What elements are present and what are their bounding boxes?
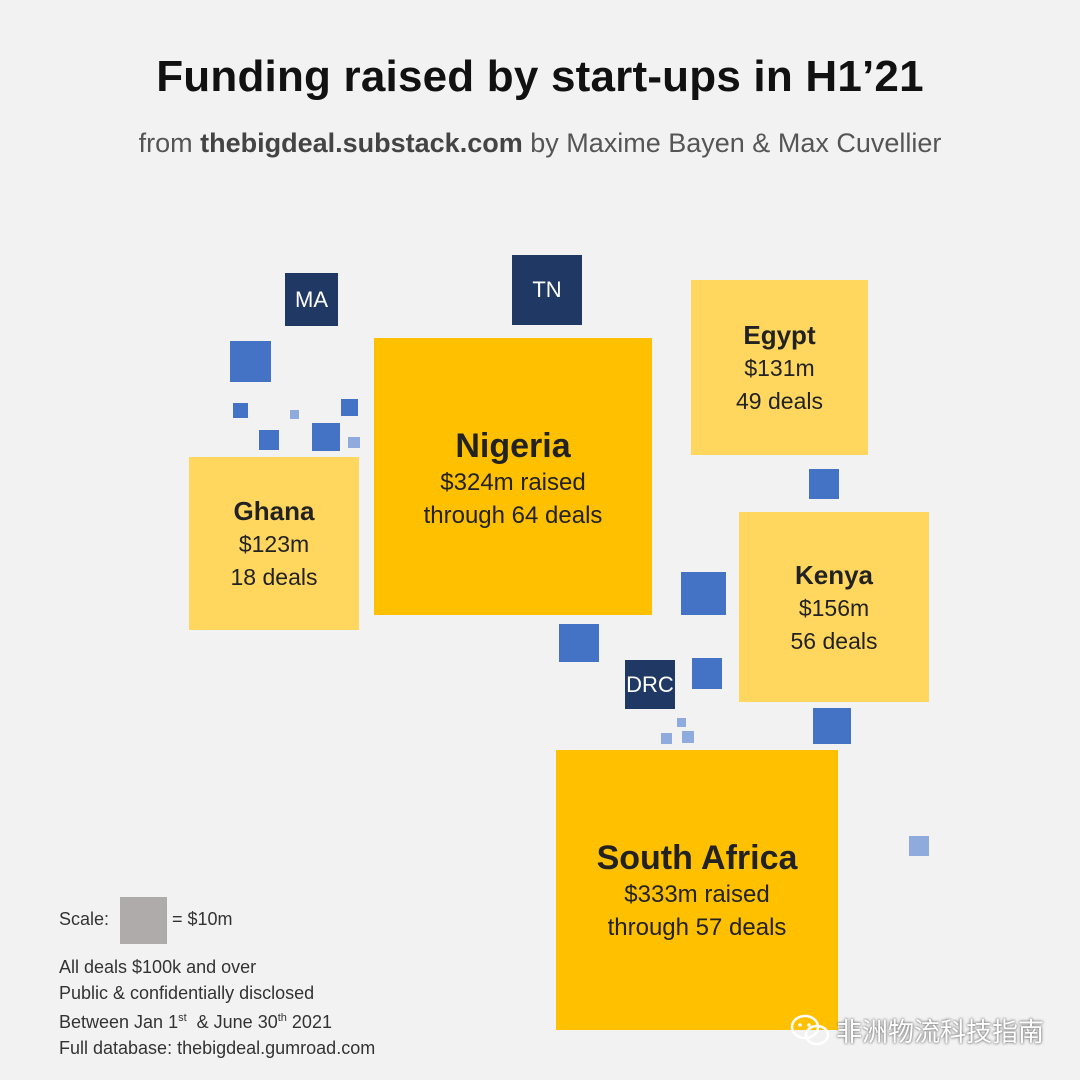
ma-label: MA bbox=[295, 286, 328, 312]
small-country-square bbox=[681, 572, 726, 615]
nigeria-deals: through 64 deals bbox=[423, 502, 603, 529]
kenya-square: Kenya $156m 56 deals bbox=[739, 512, 929, 702]
note-disclosure: Public & confidentially disclosed bbox=[59, 982, 315, 1003]
small-country-square bbox=[312, 423, 340, 451]
egypt-square: Egypt $131m 49 deals bbox=[691, 280, 868, 455]
tiny-country-square bbox=[677, 718, 686, 727]
chart-subtitle: from thebigdeal.substack.com by Maxime B… bbox=[0, 128, 1080, 159]
tiny-country-square bbox=[909, 836, 929, 856]
kenya-amount: $156m bbox=[798, 595, 870, 621]
note-period-sup2: th bbox=[277, 1012, 287, 1024]
ghana-name: Ghana bbox=[233, 496, 315, 526]
egypt-name: Egypt bbox=[743, 320, 816, 350]
south-africa-deals: through 57 deals bbox=[607, 914, 787, 941]
ghana-amount: $123m bbox=[238, 531, 310, 557]
watermark: 非洲物流科技指南 bbox=[790, 1012, 1044, 1049]
note-database: Full database: thebigdeal.gumroad.com bbox=[59, 1037, 376, 1058]
wechat-icon bbox=[790, 1014, 830, 1045]
ma-square: MA bbox=[285, 273, 338, 326]
egypt-deals: 49 deals bbox=[736, 388, 823, 414]
south-africa-square: South Africa $333m raised through 57 dea… bbox=[556, 750, 838, 1030]
tiny-country-square bbox=[348, 437, 360, 448]
watermark-text: 非洲物流科技指南 bbox=[836, 1017, 1045, 1047]
note-period-b: & June 30 bbox=[186, 1012, 278, 1032]
subtitle-suffix: by Maxime Bayen & Max Cuvellier bbox=[522, 128, 942, 158]
tiny-country-square bbox=[290, 410, 299, 419]
small-country-square bbox=[230, 341, 271, 382]
subtitle-prefix: from bbox=[138, 128, 201, 158]
tiny-country-square bbox=[682, 731, 694, 743]
small-country-square bbox=[809, 469, 839, 499]
south-africa-name: South Africa bbox=[596, 839, 798, 877]
ghana-deals: 18 deals bbox=[230, 564, 318, 590]
scale-label: Scale: bbox=[59, 909, 110, 929]
note-period: Between Jan 1st & June 30th 2021 bbox=[59, 1006, 375, 1036]
small-country-square bbox=[233, 403, 248, 418]
south-africa-amount: $333m raised bbox=[624, 881, 770, 908]
note-threshold: All deals $100k and over bbox=[59, 957, 257, 977]
tn-label: TN bbox=[532, 277, 562, 302]
scale-square bbox=[120, 897, 167, 944]
drc-square: DRC bbox=[625, 660, 675, 709]
chart-title: Funding raised by start-ups in H1’21 bbox=[156, 52, 924, 101]
small-country-square bbox=[559, 624, 599, 662]
small-country-square bbox=[259, 430, 279, 450]
note-period-sup1: st bbox=[178, 1012, 187, 1024]
subtitle-source: thebigdeal.substack.com bbox=[200, 128, 523, 158]
kenya-name: Kenya bbox=[794, 560, 874, 590]
small-country-square bbox=[692, 658, 722, 689]
ghana-square: Ghana $123m 18 deals bbox=[189, 457, 359, 630]
note-period-c: 2021 bbox=[286, 1012, 332, 1032]
tiny-country-square bbox=[661, 733, 672, 744]
tn-square: TN bbox=[512, 255, 582, 325]
nigeria-name: Nigeria bbox=[455, 427, 571, 465]
footnotes: All deals $100k and over Public & confid… bbox=[59, 955, 375, 1061]
nigeria-amount: $324m raised bbox=[440, 469, 586, 496]
kenya-deals: 56 deals bbox=[790, 628, 878, 654]
small-country-square bbox=[813, 708, 851, 744]
small-country-square bbox=[341, 399, 358, 416]
nigeria-square: Nigeria $324m raised through 64 deals bbox=[374, 338, 652, 615]
drc-label: DRC bbox=[626, 671, 674, 697]
egypt-amount: $131m bbox=[744, 355, 815, 381]
note-period-a: Between Jan 1 bbox=[59, 1012, 179, 1032]
scale-value: = $10m bbox=[172, 909, 233, 929]
